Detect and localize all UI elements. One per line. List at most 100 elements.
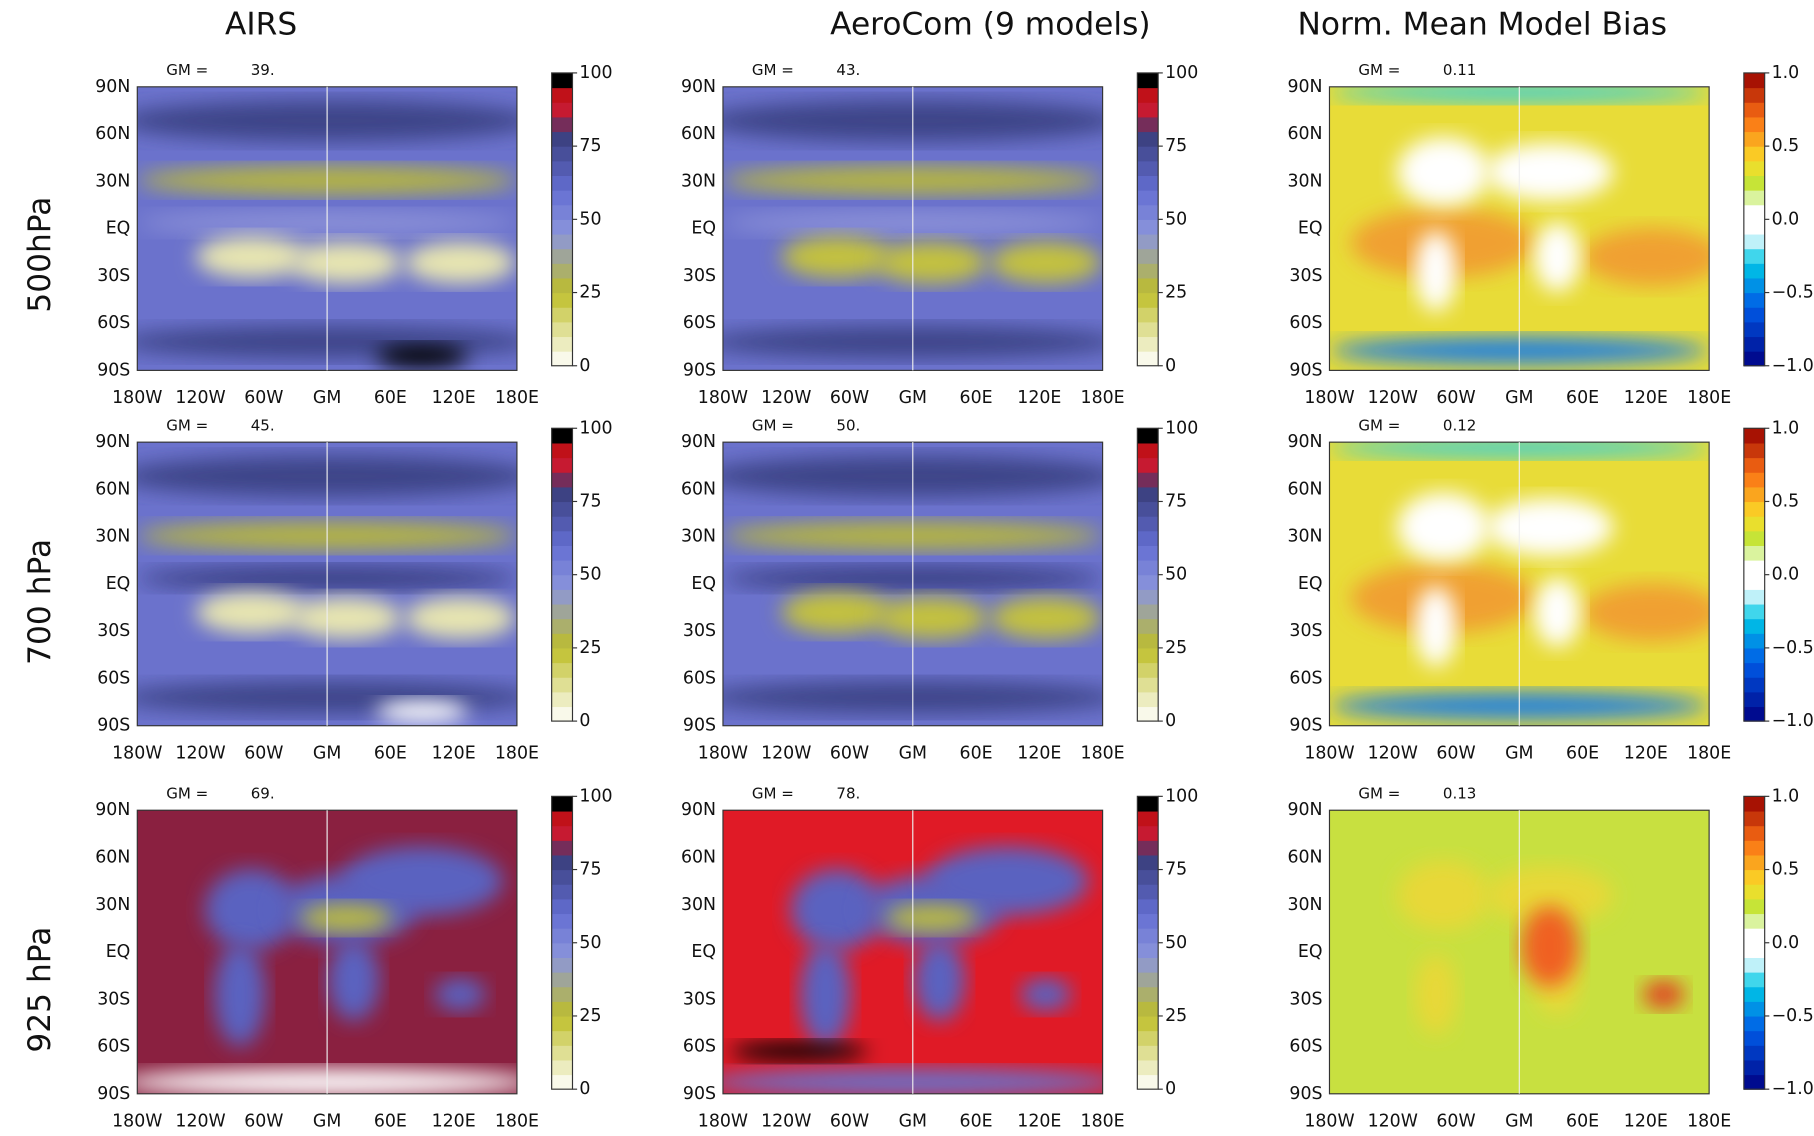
lat-label: 30N xyxy=(1287,895,1322,915)
field-blob xyxy=(1397,860,1490,931)
gm-label: GM = xyxy=(166,61,208,79)
colorbar-step xyxy=(1137,160,1159,176)
colorbar-label: 50 xyxy=(1165,209,1187,229)
colorbar-step xyxy=(1743,972,1765,988)
lat-label: 90S xyxy=(1289,1084,1322,1104)
lat-label: 90S xyxy=(1289,360,1322,380)
colorbar-step xyxy=(1743,618,1765,634)
lat-label: 30S xyxy=(1289,621,1322,641)
colorbar-step xyxy=(551,472,573,488)
colorbar-step xyxy=(551,810,573,827)
field-blob xyxy=(434,978,486,1011)
gm-label: GM = xyxy=(752,61,794,79)
colorbar-step xyxy=(551,825,573,841)
colorbar-step xyxy=(551,913,573,929)
lat-label: EQ xyxy=(106,574,131,594)
colorbar-step xyxy=(1137,898,1159,915)
colorbar-step xyxy=(1743,1045,1765,1061)
colorbar-step xyxy=(1743,796,1765,812)
colorbar-step xyxy=(551,574,573,590)
colorbar-step xyxy=(551,175,573,191)
gm-value: 0.13 xyxy=(1443,785,1476,803)
field-blob xyxy=(781,591,893,634)
colorbar-step xyxy=(551,277,573,294)
lat-label: 60N xyxy=(95,847,130,867)
lon-label: 120W xyxy=(175,1112,225,1132)
field-blob xyxy=(926,846,1089,916)
lon-label: 180E xyxy=(1081,388,1125,408)
lat-label: 60S xyxy=(97,313,130,333)
lon-label: 60W xyxy=(1436,744,1475,764)
colorbar-step xyxy=(1137,87,1159,103)
gm-value: 50. xyxy=(836,416,860,434)
field-blob xyxy=(781,236,893,278)
gm-label: GM = xyxy=(752,785,794,803)
field-blob xyxy=(299,904,393,932)
gm-label: GM = xyxy=(752,416,794,434)
lat-label: 30S xyxy=(97,621,130,641)
lon-label: GM xyxy=(313,388,341,408)
colorbar-step xyxy=(551,204,573,220)
field-blob xyxy=(404,597,516,639)
lat-label: EQ xyxy=(106,942,131,962)
lat-label: 90N xyxy=(1287,800,1322,820)
colorbar-label: 50 xyxy=(1165,565,1187,585)
colorbar-step xyxy=(1137,589,1159,605)
lon-label: GM xyxy=(313,1112,341,1132)
colorbar-step xyxy=(1743,190,1765,206)
colorbar-step xyxy=(1743,840,1765,856)
colorbar-label: −1.0 xyxy=(1772,711,1814,731)
colorbar-step xyxy=(551,618,573,634)
colorbar-step xyxy=(551,1074,573,1090)
colorbar-step xyxy=(1743,1059,1765,1076)
lat-label: 30N xyxy=(95,527,130,547)
colorbar-label: 25 xyxy=(1165,638,1187,658)
colorbar-step xyxy=(1137,116,1159,133)
colorbar-step xyxy=(1137,442,1159,459)
colorbar-step xyxy=(551,972,573,988)
lat-label: 60N xyxy=(681,847,716,867)
colorbar-step xyxy=(551,233,573,250)
field-blob xyxy=(1397,492,1490,562)
column-title: Norm. Mean Model Bias xyxy=(1298,6,1668,42)
colorbar-step xyxy=(551,219,573,235)
lon-label: 60W xyxy=(244,388,283,408)
lon-label: 180W xyxy=(112,388,162,408)
lat-label: EQ xyxy=(1298,219,1323,239)
colorbar-step xyxy=(551,706,573,722)
lon-label: 60E xyxy=(374,1112,407,1132)
colorbar-step xyxy=(1743,647,1765,664)
colorbar-label: 0 xyxy=(579,711,590,731)
gm-label: GM = xyxy=(1358,61,1400,79)
lon-label: 60E xyxy=(1566,744,1599,764)
colorbar-step xyxy=(1743,825,1765,841)
gm-label: GM = xyxy=(166,785,208,803)
colorbar-step xyxy=(1137,351,1159,367)
lon-label: 120W xyxy=(761,1112,811,1132)
lat-label: 30N xyxy=(681,171,716,191)
lat-label: EQ xyxy=(691,942,716,962)
lat-label: 30N xyxy=(681,895,716,915)
colorbar-step xyxy=(1137,560,1159,576)
colorbar-step xyxy=(1743,677,1765,693)
colorbar-step xyxy=(1743,986,1765,1002)
lon-label: 180W xyxy=(112,1112,162,1132)
colorbar-step xyxy=(1743,72,1765,89)
colorbar-step xyxy=(1137,1015,1159,1032)
colorbar-step xyxy=(1743,957,1765,973)
colorbar-step xyxy=(1743,928,1765,944)
lat-label: EQ xyxy=(1298,942,1323,962)
lon-label: 180W xyxy=(698,388,748,408)
colorbar-step xyxy=(1137,854,1159,871)
colorbar-step xyxy=(551,457,573,473)
colorbar-label: 25 xyxy=(1165,1006,1187,1026)
lat-label: 90S xyxy=(683,360,716,380)
lon-label: 120E xyxy=(432,388,476,408)
colorbar-step xyxy=(1743,102,1765,118)
lat-label: 60N xyxy=(1287,124,1322,144)
colorbar-label: −0.5 xyxy=(1772,283,1814,303)
field-blob xyxy=(290,597,402,639)
field-blob xyxy=(375,344,469,368)
colorbar-step xyxy=(551,486,573,503)
lon-label: 120W xyxy=(761,388,811,408)
